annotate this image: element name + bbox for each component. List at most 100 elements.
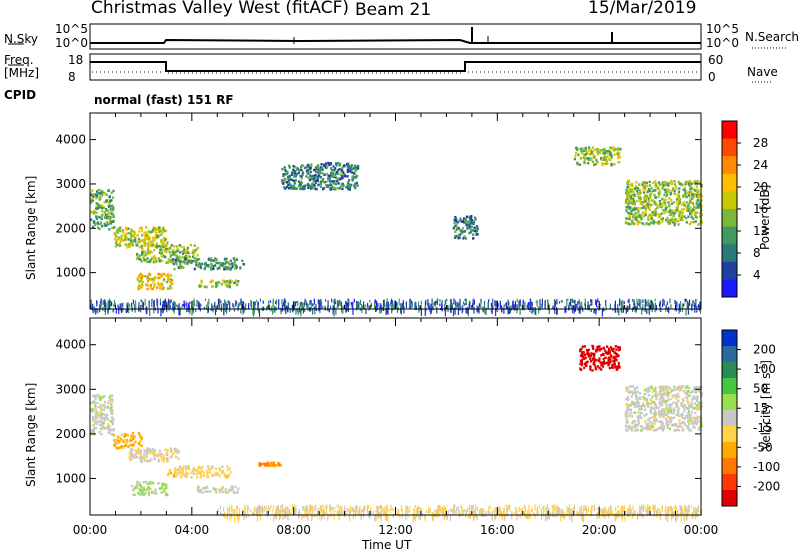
velocity-data-cell <box>481 510 483 517</box>
velocity-data-cell <box>190 475 193 479</box>
power-data-cell <box>294 186 297 190</box>
power-data-cell <box>205 304 208 310</box>
velocity-data-cell <box>312 505 314 514</box>
velocity-data-cell <box>148 481 151 484</box>
velocity-data-cell <box>107 401 110 404</box>
velocity-data-cell <box>140 460 144 463</box>
power-data-cell <box>226 307 228 314</box>
freq-unit-label: [MHz] <box>4 66 40 80</box>
velocity-data-cell <box>238 508 241 514</box>
power-data-cell <box>289 183 292 186</box>
power-data-cell <box>692 181 695 184</box>
power-data-cell <box>300 187 303 190</box>
power-data-cell <box>640 215 643 219</box>
power-data-cell <box>109 208 112 211</box>
velocity-data-cell <box>280 505 282 508</box>
power-data-cell <box>598 151 602 155</box>
velocity-data-cell <box>229 471 232 474</box>
velocity-data-cell <box>282 509 284 513</box>
power-data-cell <box>282 173 285 176</box>
power-data-cell <box>291 186 294 189</box>
velocity-data-cell <box>648 388 651 392</box>
velocity-data-cell <box>682 400 685 403</box>
velocity-data-cell <box>689 420 692 423</box>
velocity-data-cell <box>127 445 130 448</box>
power-data-cell <box>469 217 472 221</box>
velocity-data-cell <box>668 391 671 395</box>
velocity-data-cell <box>129 454 132 457</box>
velocity-data-cell <box>177 468 180 471</box>
power-data-cell <box>204 261 207 265</box>
velocity-data-cell <box>677 411 680 414</box>
power-data-cell <box>396 302 398 306</box>
velocity-data-cell <box>607 363 610 367</box>
power-data-cell <box>151 301 153 308</box>
velocity-data-cell <box>139 484 142 487</box>
power-data-cell <box>122 231 125 234</box>
velocity-data-cell <box>343 510 345 515</box>
power-data-cell <box>301 173 304 176</box>
velocity-data-cell <box>112 433 116 437</box>
velocity-data-cell <box>642 396 645 399</box>
power-data-cell <box>649 221 652 224</box>
velocity-data-cell <box>633 405 636 408</box>
velocity-data-cell <box>179 470 182 474</box>
power-data-cell <box>665 218 668 222</box>
power-data-cell <box>309 170 313 174</box>
power-data-cell <box>321 179 324 183</box>
velocity-data-cell <box>355 504 357 509</box>
velocity-data-cell <box>98 413 101 417</box>
power-data-cell <box>679 210 682 214</box>
power-data-cell <box>689 299 691 306</box>
velocity-data-cell <box>227 508 229 512</box>
power-data-cell <box>642 304 644 311</box>
power-data-cell <box>312 303 314 306</box>
power-data-cell <box>386 301 388 310</box>
power-data-cell <box>215 306 217 309</box>
power-data-cell <box>686 191 690 194</box>
velocity-data-cell <box>472 514 474 519</box>
power-data-cell <box>456 302 459 308</box>
velocity-data-cell <box>667 385 670 389</box>
power-data-cell <box>331 172 334 175</box>
power-data-cell <box>628 298 630 304</box>
velocity-data-cell <box>232 509 234 516</box>
power-data-cell <box>92 195 95 199</box>
power-data-cell <box>243 306 245 309</box>
power-data-cell <box>370 303 372 308</box>
power-data-cell <box>475 228 478 231</box>
velocity-data-cell <box>662 413 665 417</box>
power-data-cell <box>522 299 524 304</box>
power-data-cell <box>457 237 460 240</box>
power-data-cell <box>586 304 589 311</box>
power-data-cell <box>681 214 684 218</box>
power-data-cell <box>164 229 168 233</box>
power-data-cell <box>305 175 308 178</box>
velocity-data-cell <box>678 422 681 425</box>
power-data-cell <box>282 182 285 185</box>
power-data-cell <box>455 223 458 226</box>
power-data-cell <box>304 298 306 305</box>
velocity-data-cell <box>640 511 642 516</box>
power-data-cell <box>216 283 219 287</box>
velocity-data-cell <box>507 504 509 508</box>
power-data-cell <box>302 187 305 190</box>
power-data-cell <box>506 305 508 310</box>
velocity-data-cell <box>339 508 341 515</box>
power-data-cell <box>685 217 688 220</box>
power-data-cell <box>548 304 550 308</box>
power-data-cell <box>175 257 178 260</box>
power-data-cell <box>319 299 321 306</box>
velocity-data-cell <box>380 507 383 515</box>
power-data-cell <box>226 285 229 288</box>
power-data-cell <box>125 232 128 235</box>
velocity-data-cell <box>473 510 475 515</box>
velocity-data-cell <box>676 413 679 417</box>
power-data-cell <box>593 149 596 152</box>
velocity-data-cell <box>627 508 629 517</box>
power-data-cell <box>459 217 462 221</box>
power-data-cell <box>203 306 205 310</box>
power-data-cell <box>163 272 166 276</box>
velocity-data-cell <box>636 386 639 389</box>
velocity-data-cell <box>675 405 678 408</box>
